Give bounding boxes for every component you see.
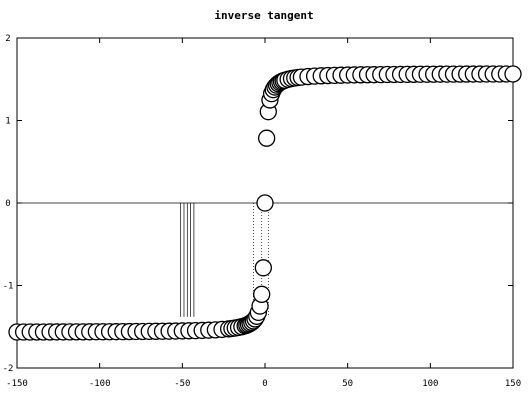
- y-tick-label: 2: [5, 34, 10, 44]
- y-tick-labels: -2 -1 0 1 2: [3, 34, 14, 374]
- data-point: [253, 285, 271, 303]
- chart-title: inverse tangent: [214, 9, 313, 22]
- y-tick-label: -1: [3, 282, 14, 292]
- x-tick-label: -100: [89, 379, 111, 389]
- x-tick-label: -50: [174, 379, 190, 389]
- x-tick-labels: -150 -100 -50 0 50 100 150: [6, 379, 521, 389]
- x-tick-label: 100: [422, 379, 438, 389]
- x-tick-label: 50: [342, 379, 353, 389]
- data-point: [504, 65, 522, 83]
- x-tick-label: 150: [505, 379, 521, 389]
- data-point: [258, 129, 276, 147]
- data-point: [254, 259, 272, 277]
- series-markers: [8, 65, 522, 341]
- y-tick-label: 1: [5, 117, 10, 127]
- data-point: [256, 194, 274, 212]
- x-tick-label: 0: [262, 379, 267, 389]
- y-tick-label: -2: [3, 364, 14, 374]
- vertical-lines: [180, 203, 269, 317]
- x-tick-label: -150: [6, 379, 28, 389]
- axis-ticks: [16, 37, 514, 369]
- y-tick-label: 0: [5, 199, 10, 209]
